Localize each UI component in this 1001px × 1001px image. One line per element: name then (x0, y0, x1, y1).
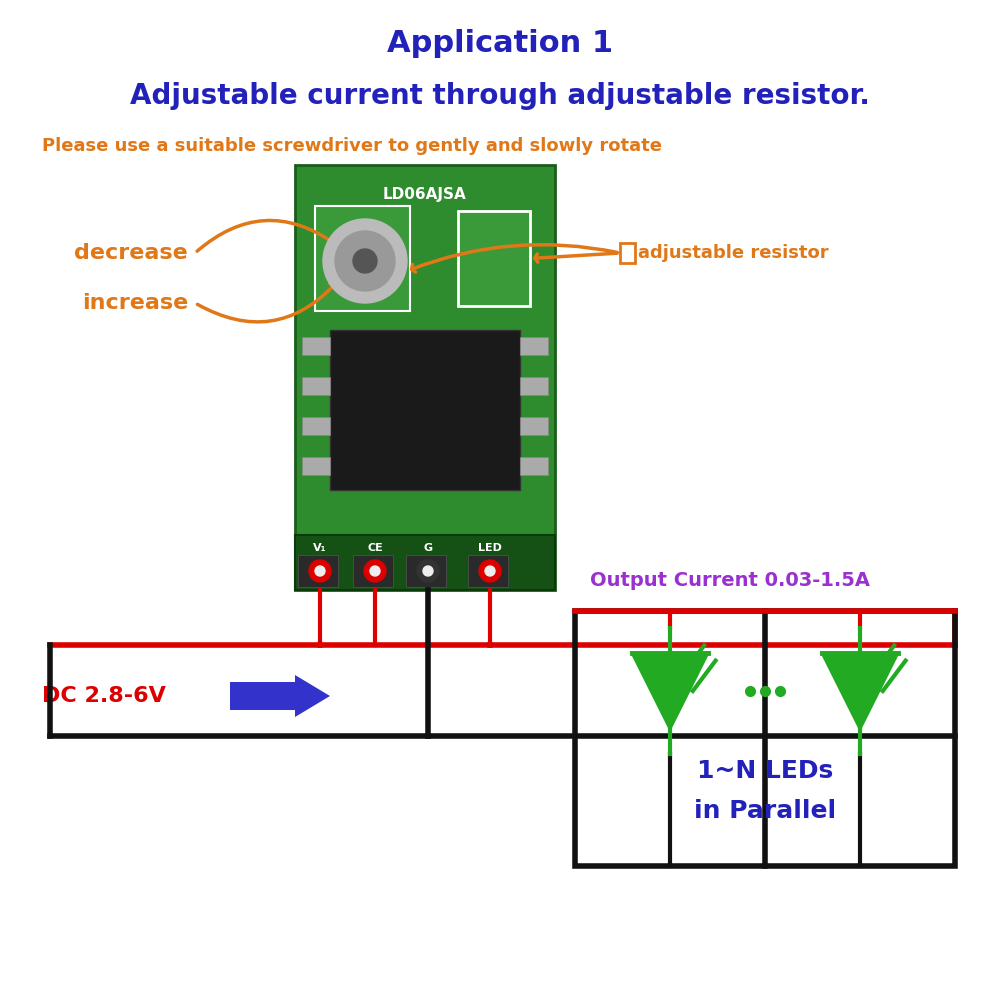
Bar (520, 377, 548, 395)
Bar (302, 377, 330, 395)
Bar (468, 555, 508, 587)
Circle shape (309, 560, 331, 582)
Text: LED: LED (478, 543, 502, 553)
Bar (620, 243, 635, 263)
Circle shape (423, 566, 433, 576)
Text: Please use a suitable screwdriver to gently and slowly rotate: Please use a suitable screwdriver to gen… (42, 137, 662, 155)
Circle shape (485, 566, 495, 576)
Circle shape (417, 560, 439, 582)
Text: G: G (423, 543, 432, 553)
Text: DC 2.8-6V: DC 2.8-6V (42, 686, 166, 706)
Bar (406, 555, 446, 587)
Bar (298, 555, 338, 587)
Text: V₁: V₁ (313, 543, 326, 553)
Text: Application 1: Application 1 (387, 28, 613, 57)
Text: decrease: decrease (74, 243, 188, 263)
Circle shape (323, 219, 407, 303)
Bar (315, 206, 410, 311)
Text: in Parallel: in Parallel (694, 799, 836, 823)
Circle shape (479, 560, 500, 582)
Bar (302, 337, 330, 355)
Polygon shape (822, 653, 898, 729)
Bar (302, 457, 330, 475)
Bar (295, 165, 555, 590)
Text: adjustable resistor: adjustable resistor (638, 244, 829, 262)
Bar (520, 337, 548, 355)
Circle shape (353, 249, 377, 273)
Bar (353, 555, 393, 587)
Bar (295, 535, 555, 590)
Text: LD06AJSA: LD06AJSA (383, 187, 466, 202)
Text: increase: increase (82, 293, 188, 313)
Text: ADJ: ADJ (411, 333, 438, 347)
FancyArrow shape (230, 675, 330, 717)
Bar (302, 417, 330, 435)
Bar (330, 330, 520, 490)
Circle shape (335, 231, 395, 291)
Polygon shape (632, 653, 708, 729)
Text: Adjustable current through adjustable resistor.: Adjustable current through adjustable re… (130, 82, 870, 110)
Text: 1~N LEDs: 1~N LEDs (697, 759, 833, 783)
Bar (520, 417, 548, 435)
Text: Output Current 0.03-1.5A: Output Current 0.03-1.5A (590, 572, 870, 591)
Bar (520, 457, 548, 475)
Bar (458, 211, 530, 306)
Circle shape (315, 566, 325, 576)
Bar (575, 611, 955, 866)
Circle shape (364, 560, 386, 582)
Circle shape (370, 566, 380, 576)
Text: CE: CE (367, 543, 382, 553)
